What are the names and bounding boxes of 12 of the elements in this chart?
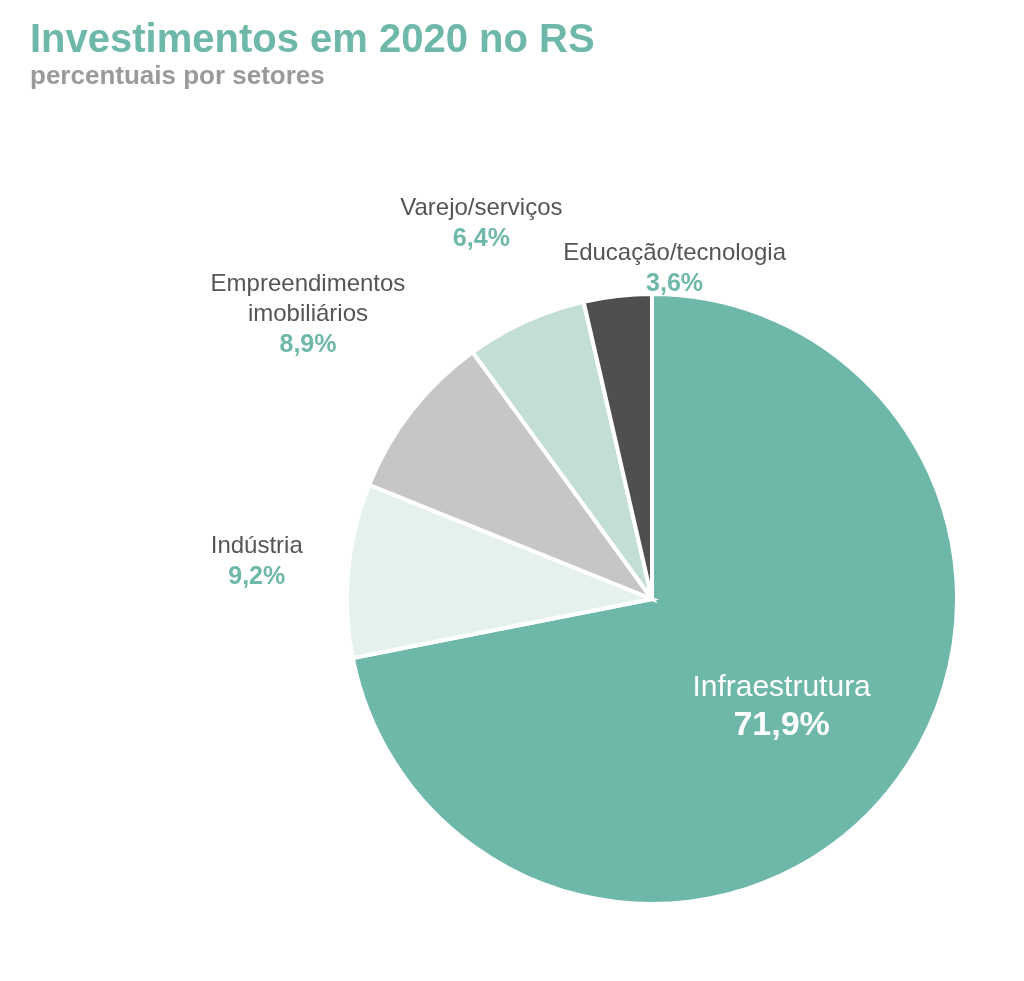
slice-label: Indústria [210, 530, 304, 558]
slice-label: Educação/tecnologia [563, 238, 787, 265]
chart-title: Investimentos em 2020 no RS [30, 16, 595, 60]
slice-label: Varejo/serviços [400, 193, 563, 221]
data-label: 71,9% [733, 703, 830, 742]
data-label: 8,9% [279, 329, 337, 358]
data-label: 6,4% [452, 223, 510, 252]
data-label: 3,6% [646, 268, 704, 296]
slice-label: Empreendimentos imobiliários [210, 269, 406, 327]
slice-label: Infraestrutura [692, 668, 872, 702]
chart-subtitle: percentuais por setores [30, 60, 325, 90]
data-label: 9,2% [228, 560, 286, 589]
